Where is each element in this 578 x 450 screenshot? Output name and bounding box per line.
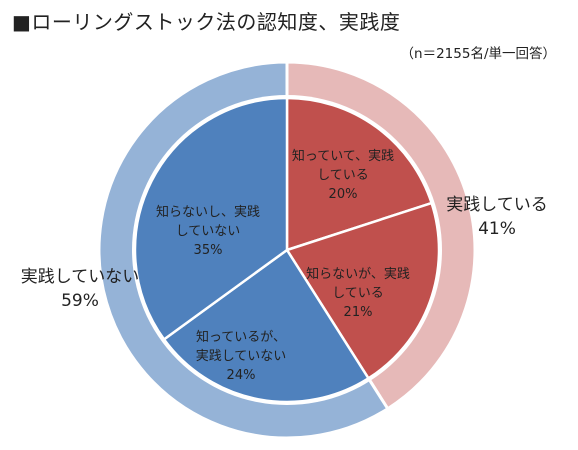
inner-slice-2 [162, 248, 371, 404]
outer-slice-label-0: 実践している 41% [446, 195, 548, 239]
inner-slice-label-0: 知っていて、実践している 20% [292, 148, 394, 202]
chart-title: ■ローリングストック法の認知度、実践度 [12, 10, 401, 34]
inner-slice-label-3: 知らないし、実践していない 35% [156, 204, 260, 258]
inner-slice-label-1: 知らないが、実践している 21% [306, 266, 410, 320]
inner-slice-3 [133, 96, 289, 342]
sample-note: （n＝2155名/単一回答） [400, 46, 556, 62]
inner-slice-label-2: 知っているが、実践していない 24% [196, 329, 287, 383]
inner-slice-1 [285, 201, 441, 381]
inner-pie [133, 96, 441, 404]
outer-slice-label-1: 実践していない 59% [21, 267, 140, 311]
chart-labels: 知っていて、実践している 20% 知らないが、実践している 21% 知っているが、実践し… [21, 148, 548, 383]
inner-slice-0 [285, 96, 434, 252]
